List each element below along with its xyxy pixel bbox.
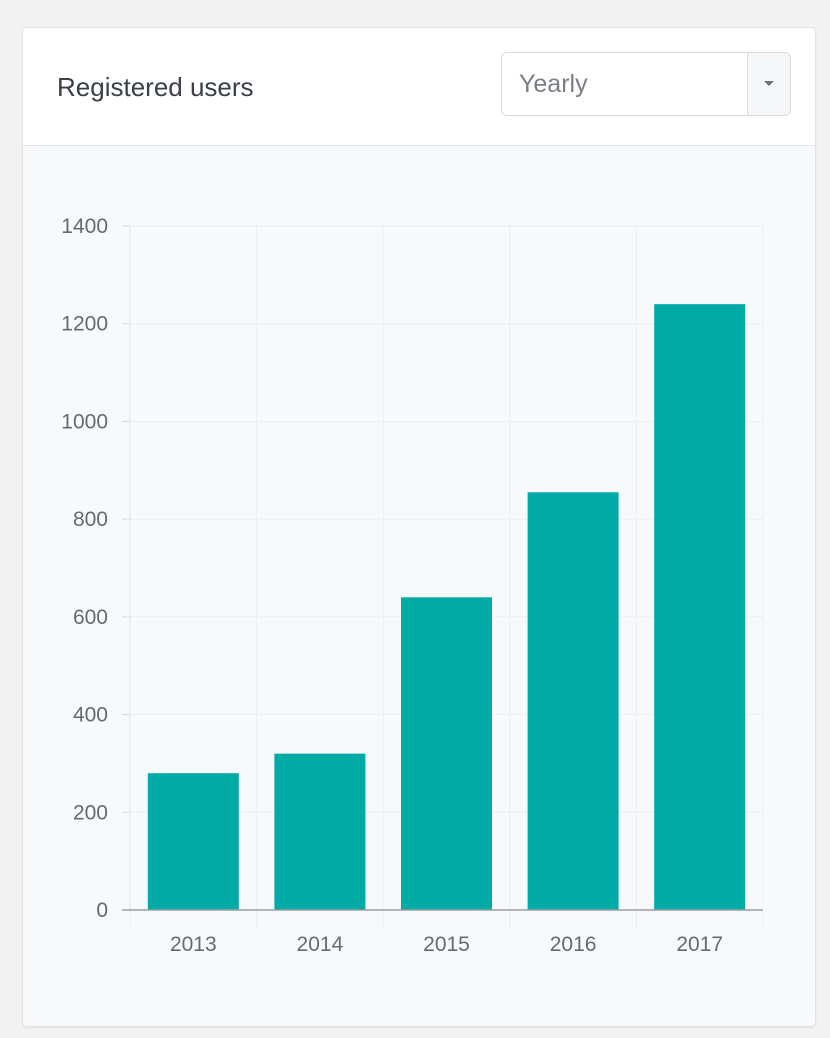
period-select-value: Yearly — [519, 70, 588, 98]
period-select[interactable]: Yearly — [501, 52, 791, 116]
period-select-toggle[interactable] — [747, 53, 790, 115]
bar-2013 — [147, 773, 239, 910]
chart-area: 0 200 400 600 800 1000 1200 1400 2013 2014 2015 201… — [23, 146, 815, 1026]
registered-users-card: Registered users Yearly 0 200 400 600 800 100… — [22, 27, 816, 1027]
y-tick-label: 1200 — [61, 313, 108, 336]
y-tick-label: 600 — [73, 606, 108, 629]
x-tick-label: 2016 — [550, 933, 597, 956]
card-title: Registered users — [57, 72, 254, 102]
bar-2014 — [274, 753, 366, 910]
card-header: Registered users Yearly — [23, 28, 815, 146]
x-tick-label: 2015 — [423, 933, 470, 956]
y-tick-label: 1400 — [61, 215, 108, 238]
y-tick-label: 400 — [73, 704, 108, 727]
x-tick-label: 2014 — [297, 933, 344, 956]
bar-2017 — [654, 304, 746, 910]
chevron-down-icon — [764, 81, 774, 86]
x-tick-label: 2017 — [676, 933, 723, 956]
y-tick-label: 200 — [73, 801, 108, 824]
y-tick-label: 800 — [73, 508, 108, 531]
y-tick-label: 0 — [96, 899, 108, 922]
y-tick-label: 1000 — [61, 410, 108, 433]
x-tick-label: 2013 — [170, 933, 217, 956]
bar-2015 — [401, 597, 492, 910]
bar-2016 — [527, 492, 619, 910]
bar-chart: 0 200 400 600 800 1000 1200 1400 2013 2014 2015 201… — [61, 215, 764, 956]
